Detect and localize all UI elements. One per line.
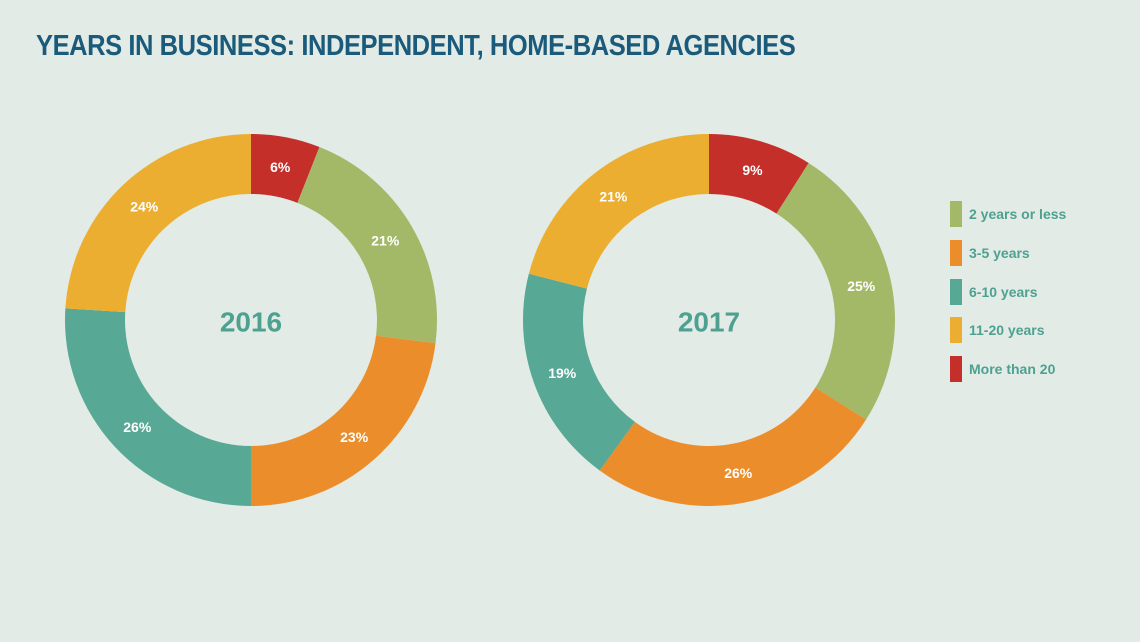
donut-slice-more-than-20	[709, 134, 809, 214]
donut-slice-2-years-or-less	[297, 147, 437, 344]
slice-value-label: 26%	[724, 465, 753, 481]
slice-value-label: 26%	[123, 419, 152, 435]
donut-slice-3-5-years	[251, 335, 436, 506]
donut-center-year: 2016	[220, 307, 282, 338]
chart-title: YEARS IN BUSINESS: INDEPENDENT, HOME-BAS…	[36, 30, 796, 62]
donut-slice-more-than-20	[251, 134, 320, 203]
legend-label: 2 years or less	[969, 206, 1067, 222]
slice-value-label: 21%	[599, 189, 628, 205]
legend-item-3-5-years: 3-5 years	[950, 239, 1130, 266]
slice-value-label: 24%	[130, 198, 159, 214]
legend-item-more-than-20: More than 20	[950, 356, 1130, 383]
donut-slice-6-10-years	[64, 308, 251, 506]
donut-slice-11-20-years	[528, 134, 709, 289]
legend: 2 years or less 3-5 years 6-10 years 11-…	[950, 201, 1130, 395]
donut-chart-2017: 9% 25% 26% 19% 21% 2017	[523, 134, 896, 506]
legend-swatch	[950, 317, 962, 344]
legend-swatch	[950, 356, 962, 383]
legend-swatch	[950, 201, 962, 227]
legend-item-11-20-years: 11-20 years	[950, 317, 1130, 344]
donut-slice-6-10-years	[523, 273, 635, 471]
legend-item-6-10-years: 6-10 years	[950, 278, 1130, 305]
donut-slice-3-5-years	[599, 387, 867, 506]
slice-value-label: 6%	[270, 159, 291, 175]
slice-value-label: 9%	[742, 162, 763, 178]
legend-item-2-years-or-less: 2 years or less	[950, 201, 1130, 227]
legend-label: 11-20 years	[969, 322, 1045, 339]
slice-value-label: 19%	[548, 365, 577, 381]
slice-value-label: 25%	[847, 278, 876, 294]
legend-swatch	[950, 239, 962, 266]
slice-value-label: 23%	[340, 429, 369, 445]
slice-value-label: 21%	[371, 233, 400, 249]
legend-label: 6-10 years	[969, 283, 1038, 300]
legend-swatch	[950, 278, 962, 305]
donut-center-year: 2017	[678, 307, 740, 338]
donut-slice-11-20-years	[65, 134, 251, 313]
donut-chart-2016: 6% 21% 23% 26% 24% 2016	[64, 134, 437, 506]
legend-label: 3-5 years	[969, 244, 1030, 261]
legend-label: More than 20	[969, 361, 1056, 378]
donut-slice-2-years-or-less	[776, 162, 896, 420]
